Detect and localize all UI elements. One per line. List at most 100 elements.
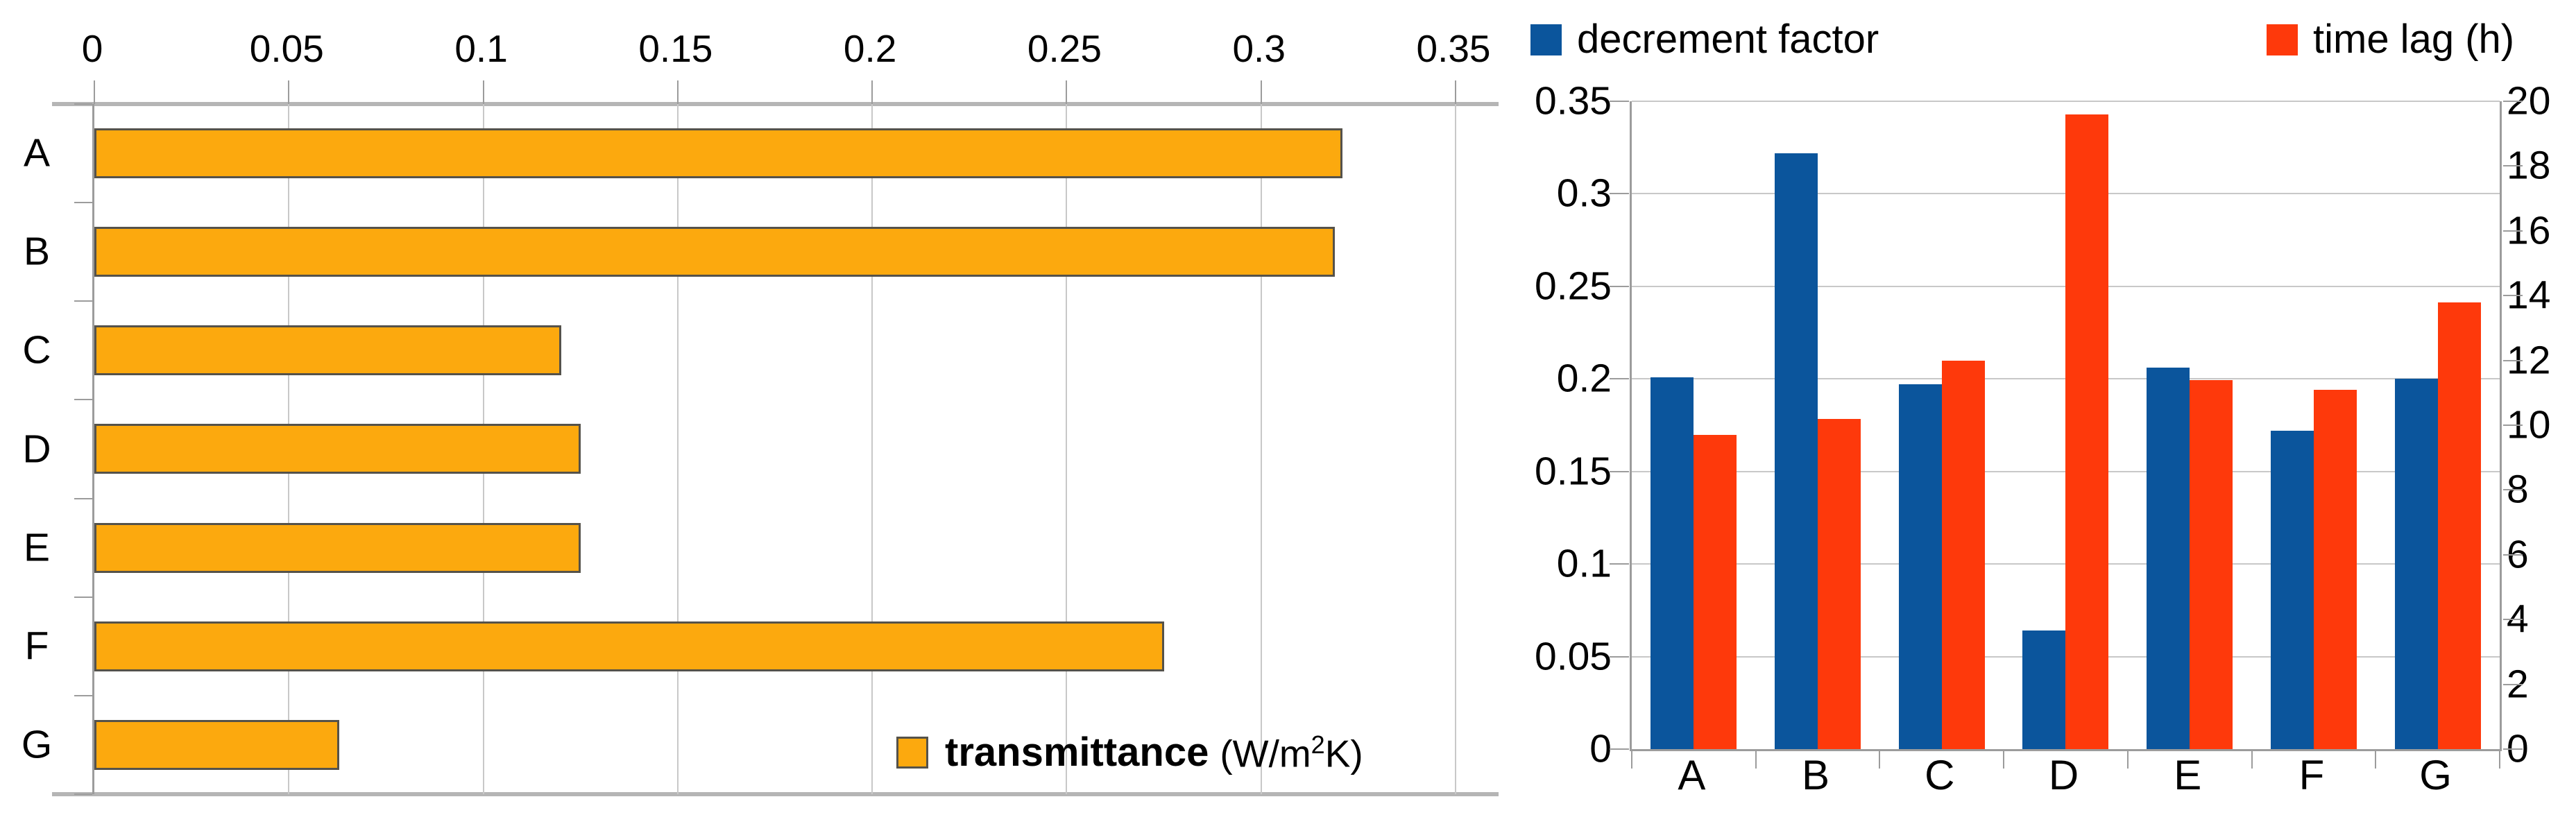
category-label: A (23, 130, 51, 175)
time-lag-bar (1694, 435, 1737, 749)
transmittance-bar (94, 719, 340, 770)
bar-pair (1775, 101, 1861, 749)
legend: transmittance (W/m2K) (896, 732, 1363, 773)
gridline (676, 104, 679, 794)
legend-unit-prefix: (W/m (1220, 732, 1311, 775)
bar-row (94, 301, 1456, 400)
category-label: D (22, 427, 51, 471)
x-axis-tick (1455, 80, 1456, 104)
bar-group (1879, 101, 2004, 749)
x-tick-label: 0.35 (1416, 27, 1491, 70)
plot-top-frame (52, 102, 1499, 106)
left-y-axis-tick (1610, 470, 1629, 472)
transmittance-bar (94, 128, 1343, 179)
time-lag-bar (2065, 114, 2109, 749)
transmittance-legend-swatch (896, 737, 928, 769)
time-lag-bar (2313, 389, 2357, 749)
bar-row (94, 400, 1456, 498)
right-y-axis-tick (2503, 359, 2523, 361)
category-label: G (2419, 752, 2452, 798)
x-tick-label: 0.05 (249, 27, 324, 70)
gridline (1260, 104, 1262, 794)
category-axis-tick (2126, 749, 2129, 769)
left-y-tick-label: 0.05 (1535, 634, 1612, 679)
right-y-axis-tick (2503, 489, 2523, 491)
right-y-axis-tick (2503, 165, 2523, 167)
x-axis-tick (94, 80, 95, 104)
category-axis-tick (1755, 749, 1757, 769)
bar-group (1632, 101, 1756, 749)
gridline (1632, 101, 2500, 102)
x-axis-tick (288, 80, 290, 104)
decrement-factor-legend-swatch (1530, 24, 1562, 55)
x-tick-label: 0.15 (638, 27, 713, 70)
bar-group (2004, 101, 2128, 749)
left-y-axis-tick (1610, 193, 1629, 195)
transmittance-bar (94, 424, 581, 474)
category-axis-labels: A B C D E F G (1630, 755, 2498, 815)
right-y-axis-tick (2503, 554, 2523, 556)
category-axis-tick (74, 596, 92, 598)
category-axis-tick (1631, 749, 1632, 769)
decrement-factor-bar (1898, 384, 1942, 749)
x-tick-label: 0.25 (1027, 27, 1102, 70)
legend-label-decrement-factor: decrement factor (1577, 17, 1879, 62)
x-axis-tick (1260, 80, 1262, 104)
left-y-tick-label: 0.2 (1556, 356, 1612, 401)
left-y-axis-tick (1610, 378, 1629, 380)
category-label: G (21, 722, 53, 767)
decrement-factor-bar (2147, 368, 2190, 749)
category-label: C (22, 327, 51, 372)
x-axis-tick (1066, 80, 1068, 104)
category-label: E (2174, 752, 2202, 798)
right-y-axis-tick (2503, 424, 2523, 426)
category-axis-tick (74, 103, 92, 105)
time-lag-bar (2437, 302, 2481, 749)
legend-item-decrement-factor: decrement factor (1530, 19, 1879, 60)
legend-label: transmittance (945, 730, 1209, 775)
bar-group (1756, 101, 1880, 749)
x-tick-label: 0.1 (454, 27, 508, 70)
x-axis-tick (871, 80, 873, 104)
gridline (871, 104, 873, 794)
time-lag-legend-swatch (2267, 24, 2298, 55)
bar-row (94, 499, 1456, 597)
plot-bottom-frame (52, 792, 1499, 796)
decrement-factor-bar (1650, 377, 1694, 749)
right-y-axis-tick (2503, 295, 2523, 297)
left-y-axis-tick (1610, 101, 1629, 102)
transmittance-bar (94, 325, 561, 376)
category-axis-tick (2499, 749, 2500, 769)
category-axis-tick (74, 300, 92, 302)
category-axis-tick (74, 497, 92, 499)
bar-row (94, 104, 1456, 203)
transmittance-chart: 0 0.05 0.1 0.15 0.2 0.25 0.3 0.35 A B C D E F G trans… (0, 27, 1499, 796)
time-lag-bar (2190, 379, 2233, 749)
transmittance-bar (94, 227, 1336, 277)
bar-group (2128, 101, 2252, 749)
category-label: F (24, 624, 49, 669)
category-label: B (1802, 752, 1830, 798)
category-axis-tick (2003, 749, 2005, 769)
bar-pair (1898, 101, 1985, 749)
left-y-axis-tick (1610, 748, 1629, 750)
bar-pair (2147, 101, 2233, 749)
transmittance-bar (94, 621, 1164, 671)
category-axis-labels: A B C D E F G (0, 104, 74, 794)
bar-row (94, 696, 1456, 794)
left-y-axis-tick (1610, 285, 1629, 287)
bar-pair (2270, 101, 2357, 749)
left-y-tick-label: 0.1 (1556, 541, 1612, 586)
decrement-factor-bar (2270, 431, 2314, 749)
category-label: B (23, 229, 51, 274)
time-lag-bar (1818, 418, 1861, 749)
legend-item-time-lag: time lag (h) (2267, 19, 2514, 60)
category-axis-tick (74, 399, 92, 401)
x-tick-label: 0.2 (843, 27, 897, 70)
category-label: A (1678, 752, 1706, 798)
time-lag-bar (1941, 360, 1985, 749)
category-label: E (23, 525, 51, 570)
x-tick-label: 0 (81, 27, 103, 70)
left-y-tick-label: 0 (1589, 726, 1612, 771)
